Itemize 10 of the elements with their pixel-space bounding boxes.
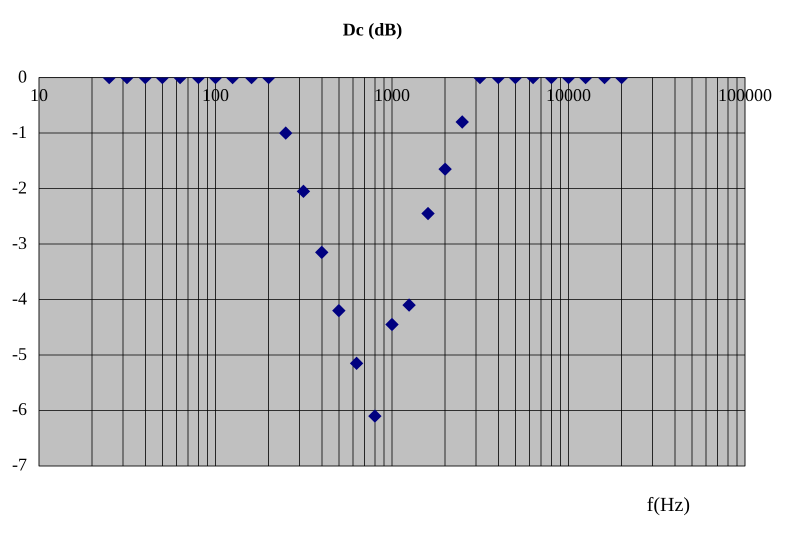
y-tick-label: -1 xyxy=(12,122,27,142)
chart-title: Dc (dB) xyxy=(342,19,402,40)
y-tick-label: -3 xyxy=(12,232,27,253)
y-tick-label: -4 xyxy=(12,288,27,308)
y-tick-label: -5 xyxy=(12,344,27,364)
x-axis-title: f(Hz) xyxy=(646,494,690,517)
y-tick-label: 0 xyxy=(18,66,27,86)
y-tick-label: -6 xyxy=(12,399,27,420)
y-tick-label: -7 xyxy=(12,454,27,475)
y-tick-label: -2 xyxy=(12,177,27,198)
